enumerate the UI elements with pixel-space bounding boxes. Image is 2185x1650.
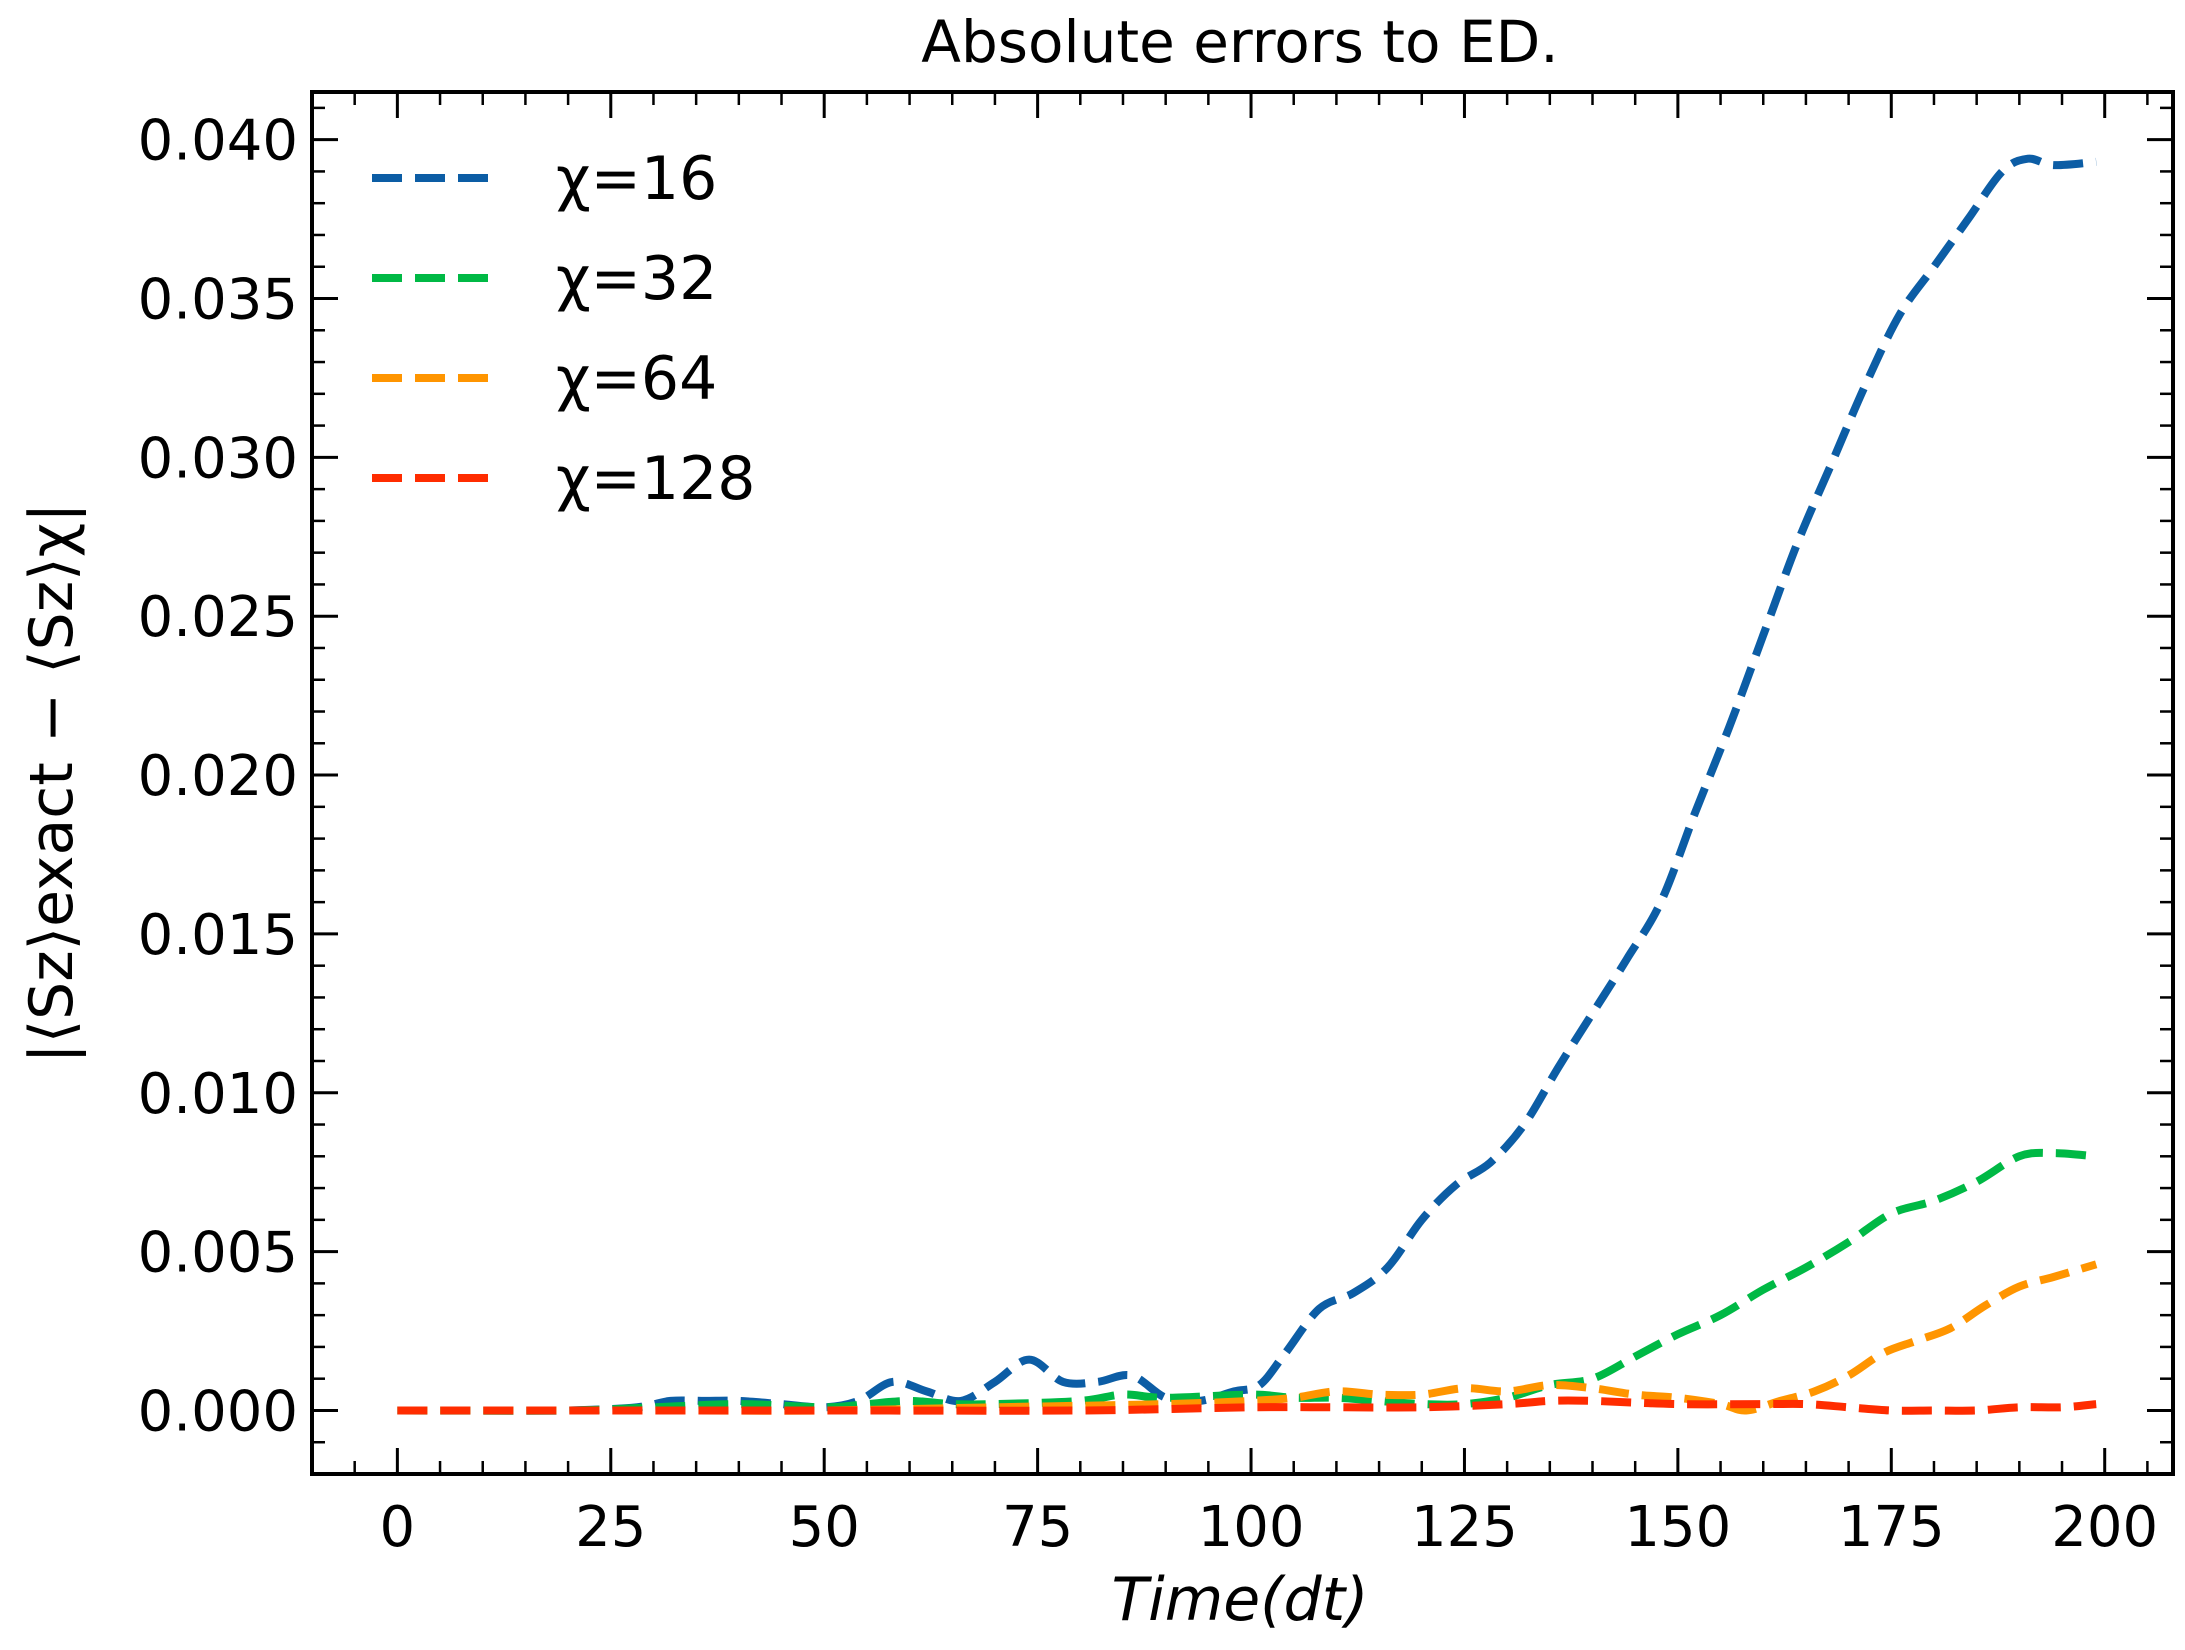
y-axis-label: |⟨Sz⟩exact − ⟨Sz⟩χ| [17,503,87,1064]
y-tick-label: 0.005 [138,1221,298,1286]
y-tick-label: 0.010 [138,1062,298,1127]
x-axis-label: Time(dt) [1111,1565,1368,1635]
x-tick-label: 125 [1411,1495,1518,1560]
legend: χ=16 χ=32 χ=64 χ=128 [372,144,755,514]
x-tick-label: 50 [789,1495,860,1560]
x-tick-labels: 0 25 50 75 100 125 150 175 200 [380,1495,2159,1560]
y-tick-label: 0.040 [138,109,298,174]
plot-series [397,154,2098,1415]
x-tick-label: 200 [2051,1495,2158,1560]
x-tick-label: 25 [575,1495,646,1560]
x-tick-label: 175 [1838,1495,1945,1560]
y-tick-label: 0.035 [138,268,298,333]
legend-label-2: χ=32 [556,244,717,314]
x-tick-label: 150 [1624,1495,1731,1560]
y-tick-label: 0.020 [138,744,298,809]
legend-label-1: χ=16 [556,144,717,214]
axis-ticks [312,92,2173,1474]
legend-label-4: χ=128 [556,444,755,514]
x-tick-label: 0 [380,1495,416,1560]
y-tick-label: 0.030 [138,426,298,491]
series-line-2 [397,1148,2097,1415]
y-tick-label: 0.025 [138,585,298,650]
x-tick-label: 100 [1198,1495,1305,1560]
x-tick-label: 75 [1002,1495,1073,1560]
plot-frame [310,90,2175,1476]
legend-label-3: χ=64 [556,344,717,414]
y-tick-labels: 0.000 0.005 0.010 0.015 0.020 0.025 0.030 0.035… [138,109,298,1445]
y-tick-label: 0.000 [138,1379,298,1444]
y-tick-label: 0.015 [138,903,298,968]
series-line-4 [397,1396,2097,1415]
chart-title: Absolute errors to ED. [921,8,1558,76]
